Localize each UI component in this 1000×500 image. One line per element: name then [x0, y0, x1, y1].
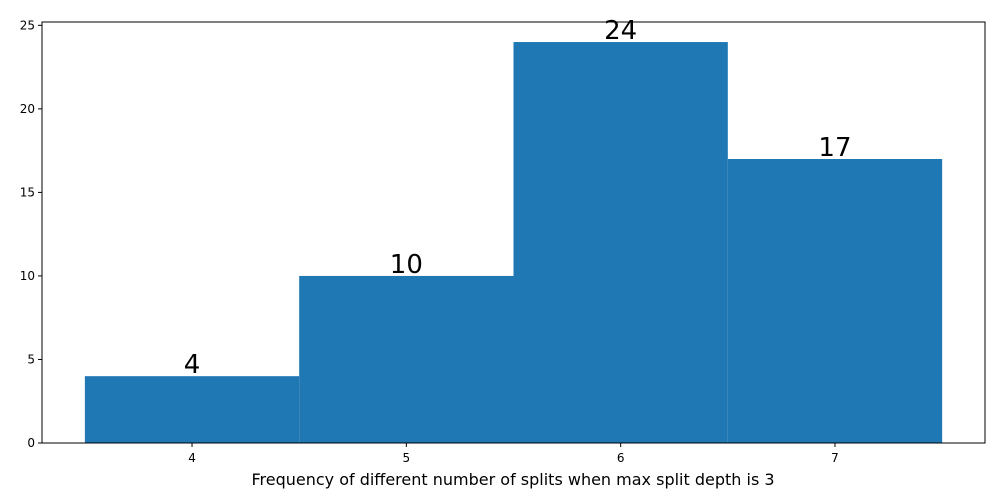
y-tick-label: 15 — [20, 185, 35, 199]
bar-5 — [299, 275, 514, 443]
x-axis: 4 5 6 7 — [188, 443, 839, 465]
bar-7 — [727, 158, 943, 443]
y-tick-label: 0 — [27, 436, 35, 450]
bars-group — [84, 42, 943, 444]
y-tick-label: 10 — [20, 269, 35, 283]
data-label-4: 4 — [184, 350, 201, 380]
y-axis: 0 5 10 15 20 25 — [20, 18, 42, 450]
data-label-5: 10 — [390, 250, 423, 280]
y-tick-label: 25 — [20, 18, 35, 32]
data-labels-group: 4 10 24 17 — [184, 16, 852, 380]
data-label-6: 24 — [604, 16, 637, 46]
y-tick-label: 5 — [27, 352, 35, 366]
y-tick-label: 20 — [20, 102, 35, 116]
x-tick-label: 6 — [617, 451, 625, 465]
data-label-7: 17 — [818, 133, 851, 163]
x-tick-label: 5 — [403, 451, 411, 465]
x-tick-label: 4 — [188, 451, 196, 465]
bar-6 — [513, 42, 728, 444]
x-axis-title: Frequency of different number of splits … — [251, 470, 774, 489]
bar-4 — [84, 376, 300, 443]
plot-frame — [41, 21, 986, 444]
x-tick-label: 7 — [831, 451, 839, 465]
